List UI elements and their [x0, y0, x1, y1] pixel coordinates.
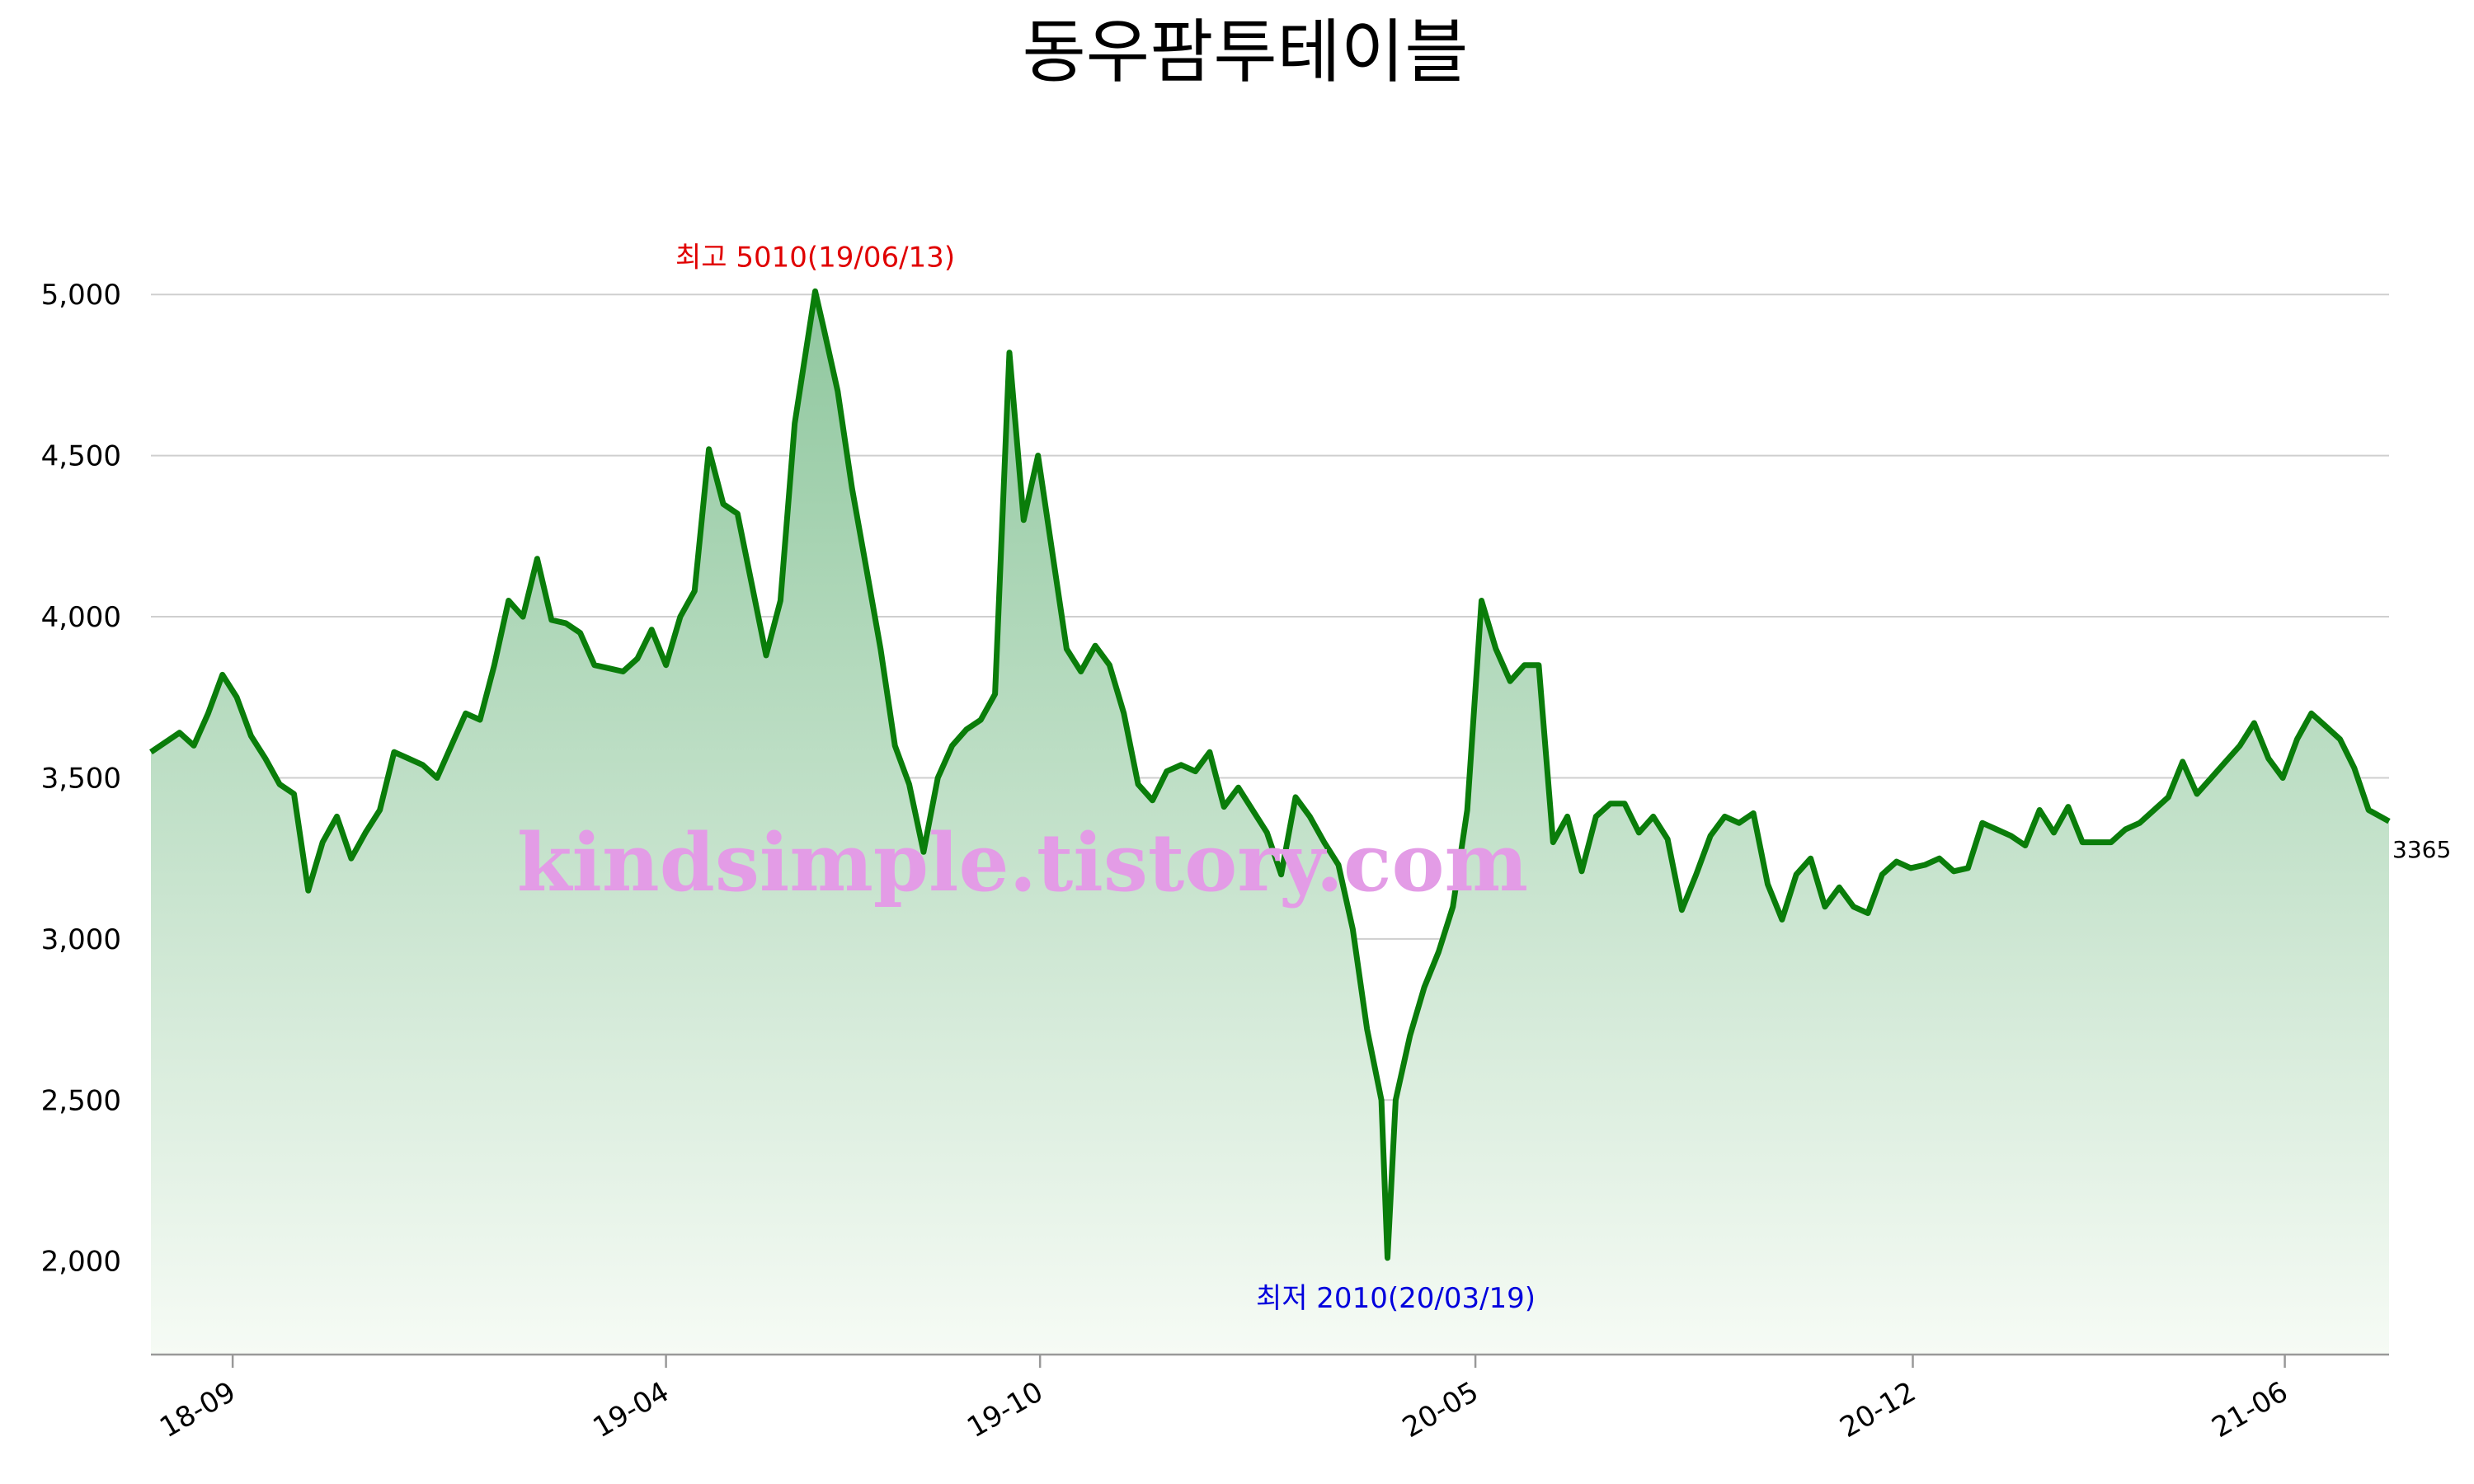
x-axis-ticks: 18-09 19-04 19-10 20-05 20-12 21-06: [154, 1355, 2293, 1444]
y-axis-labels: 2,000 2,500 3,000 3,500 4,000 4,500 5,000: [41, 279, 121, 1278]
y-tick-label: 4,000: [41, 601, 121, 634]
x-tick-label: 19-04: [588, 1375, 675, 1444]
watermark: kindsimple.tistory.com: [517, 816, 1528, 909]
y-tick-label: 2,000: [41, 1246, 121, 1279]
x-tick-label: 20-12: [1834, 1375, 1921, 1444]
y-tick-label: 3,500: [41, 762, 121, 795]
last-price-label: 3365: [2392, 836, 2451, 863]
y-tick-label: 5,000: [41, 279, 121, 312]
y-tick-label: 3,000: [41, 923, 121, 956]
low-annotation: 최저 2010(20/03/19): [1256, 1282, 1536, 1315]
chart-title: 동우팜투테이블: [1023, 12, 1469, 92]
y-tick-label: 4,500: [41, 440, 121, 473]
y-tick-label: 2,500: [41, 1084, 121, 1117]
x-tick-label: 21-06: [2207, 1375, 2294, 1444]
price-area-fill: [151, 291, 2389, 1355]
x-tick-label: 20-05: [1397, 1375, 1484, 1444]
high-annotation: 최고 5010(19/06/13): [675, 241, 955, 274]
x-tick-label: 18-09: [154, 1375, 242, 1444]
price-line: [149, 288, 2391, 1261]
x-tick-label: 19-10: [962, 1375, 1049, 1444]
